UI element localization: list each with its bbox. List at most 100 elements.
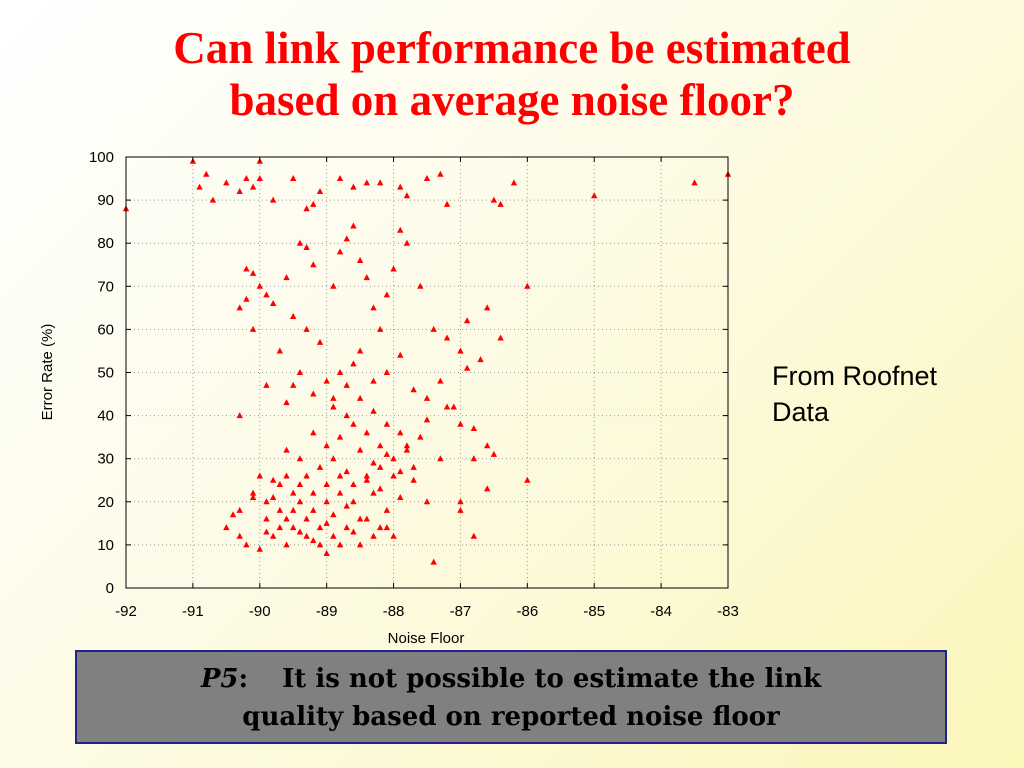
data-point [249,493,257,500]
data-point [397,429,404,436]
data-point [283,541,290,548]
data-point [376,524,384,531]
data-point [343,412,350,419]
data-point [263,291,270,298]
data-point [310,489,317,496]
data-point [477,356,484,363]
data-point [457,347,464,354]
x-tick-label: -85 [583,603,605,620]
data-point [310,390,317,397]
data-point [243,295,250,302]
data-point [383,369,391,375]
data-point [303,472,310,479]
x-tick-label: -83 [717,603,739,620]
data-point [330,455,337,462]
data-point [323,550,330,557]
data-point [356,256,364,263]
y-tick-label: 80 [97,235,114,252]
x-tick-label: -89 [316,603,338,620]
data-point [290,381,297,388]
data-point [363,274,370,281]
chart-points [122,157,732,565]
data-point [363,476,370,483]
data-point [417,282,424,289]
data-point [269,196,277,203]
data-point [470,425,478,432]
data-point [336,175,344,182]
data-point [256,472,263,479]
conclusion-label: P5 [200,664,239,694]
data-point [310,429,317,436]
data-point [397,351,404,358]
data-point [383,291,391,298]
data-point [356,446,364,453]
data-point [236,532,243,539]
data-point [223,179,230,186]
data-point [269,532,277,539]
data-point [290,489,297,496]
data-point [470,532,478,539]
data-point [336,489,344,496]
data-point [343,524,350,531]
data-point [370,407,377,414]
data-point [376,442,384,449]
chart-grid [126,157,728,588]
data-point [209,196,217,203]
data-point [430,325,437,332]
data-point [350,183,357,190]
data-point [457,498,464,505]
data-point [269,300,277,307]
data-point [356,347,364,354]
data-point [323,442,330,449]
data-point [296,528,304,535]
data-point [423,175,431,182]
data-point [249,325,257,332]
data-point [450,403,457,410]
data-point [236,304,243,311]
data-point [457,506,464,513]
data-point [403,446,411,453]
data-point [343,381,350,388]
slide-title: Can link performance be estimated based … [0,22,1024,126]
data-point [283,472,290,479]
data-point [249,489,257,496]
conclusion-line-1: P5: It is not possible to estimate the li… [77,660,945,698]
data-point [390,532,397,539]
data-point [323,377,330,384]
data-point [256,545,263,552]
data-point [363,472,370,479]
data-point [397,468,404,475]
y-tick-label: 90 [97,192,114,209]
data-point [363,515,370,522]
data-point [269,493,277,500]
data-point [363,429,370,436]
data-point [423,416,431,423]
data-point [356,394,364,401]
y-tick-label: 30 [97,451,114,468]
data-point [390,455,397,462]
data-point [290,312,297,319]
y-tick-label: 50 [97,365,114,382]
x-axis-label: Noise Floor [388,630,465,647]
data-point [203,170,210,177]
data-point [350,528,357,535]
data-point [376,485,384,492]
data-point [484,304,491,311]
data-point [316,187,324,194]
data-point [276,506,284,513]
x-tick-label: -84 [650,603,672,620]
chart-ticks: -92 -91 -90 -89 -88 -87 -86 -85 -84 -83 0 10 20 30 40 5… [89,149,739,620]
data-point [370,377,377,384]
data-point [296,498,304,505]
data-point [470,455,478,462]
data-point [350,420,357,427]
slide-title-line-2: based on average noise floor? [229,75,795,125]
data-point [330,511,337,518]
data-point [463,317,471,324]
data-point [296,369,304,375]
data-point [323,481,330,488]
y-tick-label: 20 [97,494,114,511]
data-point [303,515,310,522]
data-point [196,183,203,190]
data-point [457,420,464,427]
